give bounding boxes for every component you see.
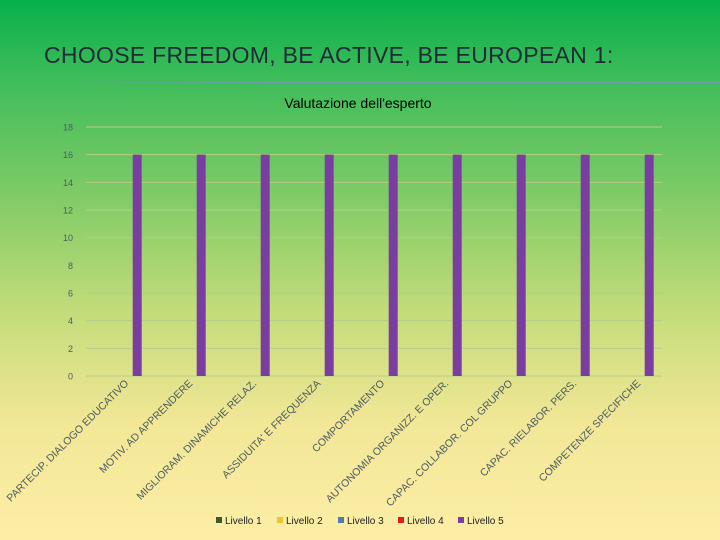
legend-swatch [277, 517, 283, 523]
bar [324, 154, 334, 376]
bar [196, 154, 206, 376]
y-tick-label: 18 [63, 123, 73, 133]
legend-label: Livello 1 [225, 516, 262, 527]
legend-swatch [338, 517, 344, 523]
bar [132, 154, 142, 376]
y-tick-label: 2 [68, 344, 73, 354]
x-category-label: COMPETENZE SPECIFICHE [537, 378, 644, 485]
x-category-label: MIGLIORAM. DINAMICHE RELAZ. [134, 378, 259, 503]
y-tick-label: 16 [63, 150, 73, 160]
legend-swatch [458, 517, 464, 523]
legend-label: Livello 4 [407, 516, 444, 527]
legend-label: Livello 2 [286, 516, 323, 527]
legend-swatch [398, 517, 404, 523]
x-category-label: PARTECIP. DIALOGO EDUCATIVO [5, 378, 132, 505]
bar [388, 154, 398, 376]
y-tick-label: 4 [68, 316, 73, 326]
y-tick-label: 8 [68, 261, 73, 271]
chart-title: Valutazione dell'esperto [284, 95, 431, 111]
bar [452, 154, 462, 376]
bar [260, 154, 270, 376]
title-divider [82, 82, 720, 83]
bar [644, 154, 654, 376]
y-tick-label: 10 [63, 233, 73, 243]
legend-label: Livello 5 [467, 516, 504, 527]
y-tick-label: 0 [68, 372, 73, 382]
y-tick-label: 6 [68, 289, 73, 299]
y-tick-label: 14 [63, 178, 73, 188]
bar [580, 154, 590, 376]
legend: Livello 1 Livello 2 Livello 3 Livello 4 Live… [216, 516, 504, 527]
x-category-label: CAPAC. COLLABOR. COL GRUPPO [384, 378, 515, 509]
bars [132, 154, 654, 376]
slide-title: CHOOSE FREEDOM, BE ACTIVE, BE EUROPEAN 1… [44, 42, 614, 68]
legend-swatch [216, 517, 222, 523]
y-axis-ticks: 0 2 4 6 8 10 12 14 16 18 [63, 123, 73, 382]
legend-label: Livello 3 [347, 516, 384, 527]
y-tick-label: 12 [63, 206, 73, 216]
gridlines [86, 126, 662, 377]
x-category-label: AUTONOMIA ORGANIZZ. E OPER. [324, 378, 452, 506]
bar [516, 154, 526, 376]
